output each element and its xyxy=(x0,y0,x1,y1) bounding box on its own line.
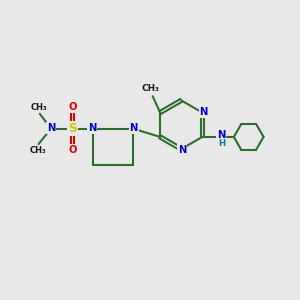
Text: N: N xyxy=(217,130,226,140)
Text: O: O xyxy=(68,145,77,155)
Text: N: N xyxy=(130,123,138,133)
Text: CH₃: CH₃ xyxy=(31,103,47,112)
Text: S: S xyxy=(68,122,77,135)
Text: N: N xyxy=(47,123,55,133)
Text: N: N xyxy=(199,107,208,117)
Text: H: H xyxy=(218,139,225,148)
Text: CH₃: CH₃ xyxy=(141,84,159,93)
Text: O: O xyxy=(68,102,77,112)
Text: N: N xyxy=(178,145,187,155)
Text: N: N xyxy=(88,123,96,133)
Text: CH₃: CH₃ xyxy=(30,146,46,155)
